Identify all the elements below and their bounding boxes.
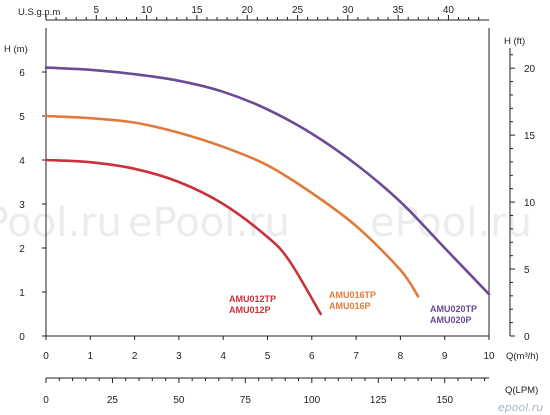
series-lines [44,66,491,316]
left-tick-label: 3 [19,200,25,211]
bottom-tick-label: 2 [132,351,138,362]
right-axis-title: H (ft) [504,36,525,47]
bottom-tick-label: 4 [220,351,226,362]
right-tick-label: 10 [524,198,536,209]
axes: H (m) 0 1 2 3 4 5 6 H (ft) 0 5 10 15 20 0 1 2 3 4 5 6 7 8 9 10 Q(… [4,5,539,406]
top-tick-label: 30 [342,5,354,16]
top-tick-label: 10 [141,5,153,16]
right-tick-label: 5 [524,265,530,276]
left-tick-label: 0 [19,332,25,343]
top-tick-label: 20 [242,5,254,16]
series-label-amu012: AMU012P [229,305,271,315]
series-label-amu020: AMU020P [430,315,472,325]
bottom-tick-label: 8 [398,351,404,362]
series-label-amu012: AMU012TP [229,294,276,304]
top-tick-label: 5 [94,5,100,16]
lpm-tick-label: 0 [43,395,49,406]
right-tick-label: 0 [524,332,530,343]
bottom-tick-label: 0 [43,351,49,362]
top-tick-label: 35 [393,5,405,16]
watermark-text: ePool.ru [128,200,290,246]
left-tick-label: 4 [19,156,25,167]
left-tick-label: 2 [19,244,25,255]
series-line-amu020 [44,66,491,296]
lpm-tick-label: 75 [240,395,252,406]
left-tick-label: 5 [19,112,25,123]
series-label-amu016: AMU016P [329,301,371,311]
left-axis-title: H (m) [4,44,28,55]
lpm-tick-label: 150 [436,395,453,406]
series-label-amu016: AMU016TP [329,290,376,300]
bottom-tick-label: 10 [483,351,495,362]
bottom-tick-label: 6 [309,351,315,362]
series-line-amu012 [44,158,322,316]
watermark-text: ePool.ru [370,200,532,246]
lpm-tick-label: 100 [303,395,320,406]
left-tick-label: 6 [19,68,25,79]
series-line-amu016 [44,114,420,298]
right-tick-label: 20 [524,64,536,75]
series-label-amu020: AMU020TP [430,304,477,314]
bottom-tick-label: 1 [88,351,94,362]
lpm-tick-label: 50 [173,395,185,406]
brand-watermark: epool.ru [498,401,543,414]
bottom-tick-label: 7 [353,351,359,362]
bottom-tick-label: 9 [442,351,448,362]
top-tick-label: 25 [292,5,304,16]
top-tick-label: 40 [443,5,455,16]
bottom-tick-label: 5 [265,351,271,362]
bottom-tick-label: 3 [176,351,182,362]
watermark-text: ePool.ru [0,200,122,246]
top-axis-title: U.S.g.p.m [18,7,60,18]
lpm-axis-title: Q(LPM) [505,385,538,396]
lpm-tick-label: 125 [370,395,387,406]
top-tick-label: 15 [191,5,203,16]
right-tick-label: 15 [524,131,536,142]
left-tick-label: 1 [19,288,25,299]
lpm-tick-label: 25 [107,395,119,406]
bottom-axis-title: Q(m³/h) [506,351,539,362]
